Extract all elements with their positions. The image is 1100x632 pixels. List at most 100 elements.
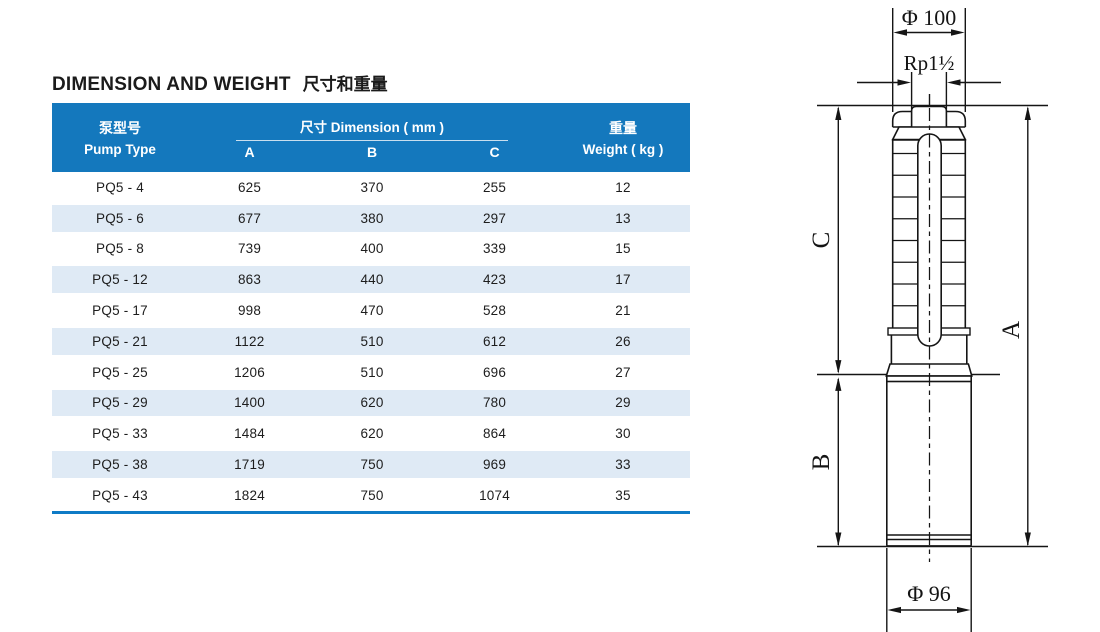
dimension-thread: Rp1½	[857, 51, 1001, 86]
cell-a: 1206	[234, 364, 265, 380]
header-col-a: A	[244, 143, 255, 160]
cell-b: 620	[360, 426, 384, 442]
header-weight-en: Weight ( kg )	[582, 142, 664, 157]
cell-c: 696	[482, 364, 507, 380]
cell-pump-type: PQ5 - 38	[92, 457, 148, 473]
cell-a: 739	[237, 241, 262, 257]
header-dimension-underline	[236, 139, 508, 141]
table-row: PQ5 - 25 1206 510 696 27	[52, 357, 690, 388]
dimension-phi100: Φ 100	[893, 5, 965, 36]
cell-c: 255	[482, 179, 507, 195]
table-row: PQ5 - 43 1824 750 1074 35	[52, 480, 690, 511]
cell-b: 510	[360, 333, 384, 349]
cell-weight: 30	[615, 426, 631, 442]
table-row: PQ5 - 17 998 470 528 21	[52, 295, 690, 326]
cell-c: 780	[482, 395, 507, 411]
cell-a: 1824	[234, 487, 265, 503]
pump-technical-drawing: Φ 100 Rp1½	[785, 0, 1100, 632]
dimension-c: C	[808, 106, 842, 374]
cell-pump-type: PQ5 - 43	[92, 487, 148, 503]
cell-weight: 12	[615, 179, 631, 195]
table-header: 泵型号 Pump Type 尺寸 Dimension ( mm ) A B C …	[52, 103, 690, 172]
cell-pump-type: PQ5 - 29	[92, 395, 148, 411]
dimension-phi96: Φ 96	[887, 581, 971, 614]
page-title-zh: 尺寸和重量	[302, 75, 388, 94]
cell-c: 612	[482, 333, 507, 349]
table-row: PQ5 - 6 677 380 297 13	[52, 202, 690, 234]
cell-pump-type: PQ5 - 21	[92, 333, 148, 349]
cell-weight: 15	[615, 241, 631, 257]
header-pump-type-en: Pump Type	[84, 142, 156, 157]
cell-weight: 13	[615, 210, 631, 226]
cell-pump-type: PQ5 - 6	[96, 210, 144, 226]
cell-b: 400	[360, 241, 384, 257]
cell-pump-type: PQ5 - 25	[92, 364, 148, 380]
cell-c: 297	[482, 210, 507, 226]
discharge-threads	[910, 72, 948, 109]
dimension-weight-table: 泵型号 Pump Type 尺寸 Dimension ( mm ) A B C …	[52, 103, 690, 514]
cell-pump-type: PQ5 - 4	[96, 179, 144, 195]
dimension-a: A	[998, 106, 1031, 547]
pump-drawing-svg: Φ 100 Rp1½	[808, 5, 1048, 632]
page-title: DIMENSION AND WEIGHT 尺寸和重量	[52, 70, 388, 96]
cell-pump-type: PQ5 - 8	[96, 241, 144, 257]
dim-c-label: C	[808, 232, 835, 249]
cell-b: 750	[360, 487, 384, 503]
header-pump-type: 泵型号 Pump Type	[52, 103, 188, 172]
cell-a: 1719	[234, 457, 265, 473]
cell-b: 440	[360, 272, 384, 288]
table-row: PQ5 - 4 625 370 255 12	[52, 172, 690, 203]
cell-weight: 33	[615, 457, 631, 473]
cell-b: 370	[360, 179, 384, 195]
header-col-b: B	[366, 143, 378, 160]
table-row: PQ5 - 21 1122 510 612 26	[52, 325, 690, 357]
page-title-en: DIMENSION AND WEIGHT	[52, 74, 291, 95]
cell-b: 750	[360, 457, 384, 473]
header-col-c: C	[489, 143, 500, 160]
pump-outline	[885, 72, 973, 562]
table-body: PQ5 - 4 625 370 255 12 PQ5 - 6 677 380 2…	[52, 172, 690, 514]
phi96-label: Φ 96	[907, 581, 951, 606]
phi100-label: Φ 100	[902, 5, 957, 30]
header-weight: 重量 Weight ( kg )	[556, 103, 690, 172]
cell-weight: 29	[615, 395, 631, 411]
cell-c: 969	[482, 457, 507, 473]
cell-b: 470	[360, 303, 384, 319]
cell-a: 998	[237, 303, 262, 319]
cell-a: 1400	[234, 395, 265, 411]
cell-c: 864	[482, 426, 507, 442]
cell-a: 1122	[234, 333, 265, 349]
cell-c: 339	[482, 241, 507, 257]
cell-weight: 27	[615, 364, 631, 380]
dim-a-label: A	[998, 321, 1025, 339]
header-dimension-group: 尺寸 Dimension ( mm ) A B C	[188, 103, 556, 172]
cell-weight: 21	[615, 303, 631, 319]
header-abc-row: A B C	[188, 144, 556, 160]
table-row: PQ5 - 29 1400 620 780 29	[52, 387, 690, 419]
cell-b: 620	[360, 395, 384, 411]
cell-a: 863	[237, 272, 262, 288]
cell-weight: 35	[615, 487, 631, 503]
cable-guard	[916, 133, 942, 347]
cell-c: 528	[482, 303, 507, 319]
dimension-b: B	[808, 377, 842, 547]
cell-a: 625	[237, 179, 262, 195]
header-weight-zh: 重量	[609, 120, 637, 136]
cell-c: 423	[482, 272, 507, 288]
cell-pump-type: PQ5 - 33	[92, 426, 148, 442]
cell-a: 677	[237, 210, 262, 226]
cell-c: 1074	[479, 487, 510, 503]
cell-a: 1484	[234, 426, 265, 442]
header-pump-type-zh: 泵型号	[99, 120, 141, 136]
dim-b-label: B	[808, 454, 835, 471]
thread-label: Rp1½	[904, 51, 955, 75]
cell-pump-type: PQ5 - 12	[92, 272, 148, 288]
table-row: PQ5 - 8 739 400 339 15	[52, 234, 690, 265]
cell-pump-type: PQ5 - 17	[92, 303, 148, 319]
cell-weight: 26	[615, 333, 631, 349]
table-row: PQ5 - 38 1719 750 969 33	[52, 449, 690, 480]
table-row: PQ5 - 12 863 440 423 17	[52, 264, 690, 296]
cell-b: 510	[360, 364, 384, 380]
cell-weight: 17	[615, 272, 631, 288]
